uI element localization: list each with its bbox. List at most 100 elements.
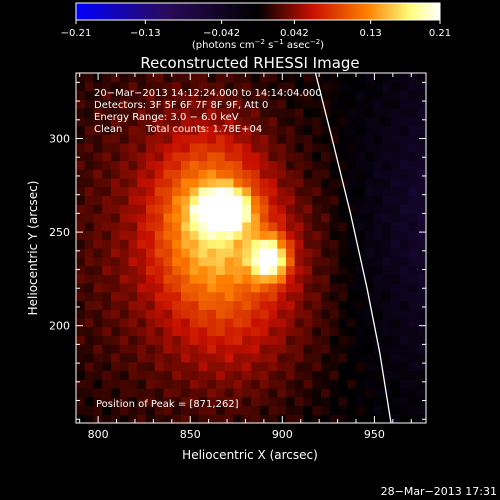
heatmap-cell [181, 256, 191, 267]
heatmap-cell [102, 300, 112, 310]
heatmap-cell [137, 344, 147, 354]
heatmap-cell [111, 318, 121, 328]
heatmap-cell [408, 405, 418, 415]
x-axis-label: Heliocentric X (arcsec) [182, 448, 318, 462]
heatmap-cell [277, 169, 287, 179]
heatmap-cell [128, 239, 138, 249]
heatmap-cell [198, 248, 208, 258]
heatmap-cell [382, 326, 392, 337]
heatmap-cell [76, 353, 86, 363]
heatmap-cell [172, 90, 182, 100]
heatmap-cell [391, 169, 401, 179]
heatmap-cell [216, 73, 226, 83]
plot-frame [75, 72, 427, 424]
heatmap-cell [286, 353, 296, 363]
heatmap-cell [294, 318, 305, 328]
heatmap-cell [242, 344, 252, 354]
heatmap-cell [338, 221, 348, 232]
heatmap-cell [356, 186, 366, 197]
heatmap-cell [364, 81, 375, 92]
heatmap-cell [391, 300, 401, 310]
heatmap-cell [408, 230, 418, 240]
heatmap-cell [119, 186, 130, 197]
heatmap-cell [373, 195, 383, 205]
heatmap-cell [373, 309, 383, 319]
heatmap-cell [277, 335, 287, 345]
heatmap-cell [286, 221, 296, 232]
heatmap-cell [154, 99, 165, 109]
heatmap-cell [84, 99, 95, 109]
heatmap-cell [181, 370, 191, 380]
heatmap-cell [224, 274, 235, 284]
heatmap-cell [102, 326, 112, 337]
heatmap-cell [321, 396, 331, 407]
heatmap-cell [338, 116, 348, 127]
heatmap-cell [154, 116, 165, 127]
heatmap-cell [84, 396, 95, 407]
heatmap-cell [338, 344, 348, 354]
colorbar-unit: (photons cm−2 s−1 asec−2) [192, 38, 324, 51]
heatmap-cell [207, 81, 217, 92]
heatmap-cell [119, 405, 130, 415]
heatmap-cell [382, 195, 392, 205]
heatmap-cell [119, 73, 130, 83]
heatmap-cell [119, 361, 130, 372]
heatmap-cell [294, 195, 305, 205]
heatmap-cell [224, 283, 235, 293]
heatmap-cell [373, 169, 383, 179]
heatmap-cell [303, 230, 313, 240]
heatmap-cell [277, 99, 287, 109]
heatmap-cell [84, 318, 95, 328]
heatmap-cell [382, 405, 392, 415]
heatmap-cell [84, 361, 95, 372]
heatmap-cell [417, 265, 426, 275]
heatmap-cell [277, 90, 287, 100]
heatmap-cell [364, 195, 375, 205]
heatmap-cell [399, 81, 410, 92]
heatmap-cell [181, 318, 191, 328]
heatmap-cell [163, 204, 173, 214]
heatmap-cell [154, 81, 165, 92]
heatmap-cell [286, 90, 296, 100]
heatmap-cell [207, 239, 217, 249]
heatmap-cell [233, 414, 243, 423]
heatmap-cell [356, 248, 366, 258]
heatmap-cell [207, 405, 217, 415]
heatmap-cell [172, 283, 182, 293]
heatmap-cell [154, 213, 165, 223]
heatmap-cell [189, 143, 200, 153]
heatmap-cell [286, 300, 296, 310]
heatmap-cell [119, 125, 130, 135]
heatmap-cell [119, 379, 130, 389]
heatmap-cell [242, 309, 252, 319]
heatmap-cell [399, 169, 410, 179]
heatmap-cell [373, 134, 383, 144]
heatmap-cell [198, 151, 208, 162]
heatmap-cell [408, 116, 418, 127]
heatmap-cell [119, 213, 130, 223]
heatmap-cell [146, 361, 156, 372]
heatmap-cell [84, 125, 95, 135]
heatmap-cell [181, 300, 191, 310]
heatmap-cell [399, 248, 410, 258]
heatmap-cell [329, 326, 340, 337]
heatmap-cell [347, 274, 357, 284]
heatmap-cell [294, 379, 305, 389]
heatmap-cell [233, 344, 243, 354]
heatmap-cell [347, 186, 357, 197]
heatmap-cell [146, 108, 156, 118]
heatmap-cell [128, 265, 138, 275]
heatmap-cell [198, 90, 208, 100]
heatmap-cell [277, 291, 287, 302]
heatmap-cell [286, 326, 296, 337]
heatmap-cell [417, 396, 426, 407]
heatmap-cell [154, 151, 165, 162]
heatmap-cell [242, 370, 252, 380]
heatmap-cell [93, 116, 103, 127]
heatmap-cell [163, 370, 173, 380]
heatmap-cell [391, 335, 401, 345]
heatmap-cell [294, 99, 305, 109]
heatmap-cell [207, 125, 217, 135]
heatmap-cell [268, 239, 278, 249]
heatmap-cell [399, 221, 410, 232]
